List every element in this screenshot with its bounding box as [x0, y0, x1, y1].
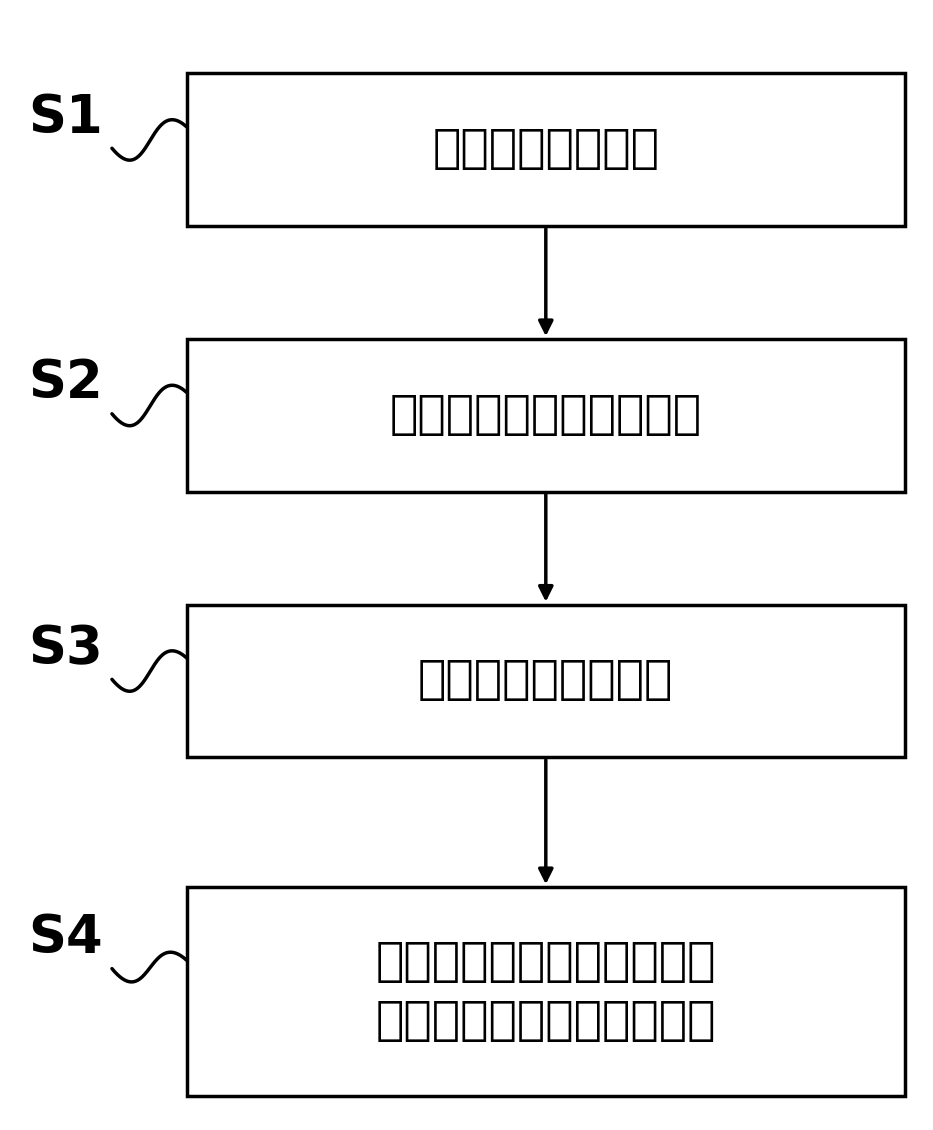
Text: S2: S2 [28, 357, 103, 409]
Text: S1: S1 [28, 92, 103, 144]
Text: S4: S4 [28, 912, 103, 964]
Text: 加热解吸并测量汞的浓度，
并将结果显示于显示装置上: 加热解吸并测量汞的浓度， 并将结果显示于显示装置上 [376, 939, 716, 1044]
Text: 定量采集环境气体: 定量采集环境气体 [432, 128, 660, 172]
Bar [187, 73, 905, 226]
Text: 去除气体中的灰尘和水分: 去除气体中的灰尘和水分 [390, 393, 702, 437]
Bar [187, 887, 905, 1096]
Bar [187, 605, 905, 757]
Text: 富集预处理后的气体: 富集预处理后的气体 [418, 659, 674, 703]
Bar [187, 339, 905, 492]
Text: S3: S3 [28, 623, 103, 675]
